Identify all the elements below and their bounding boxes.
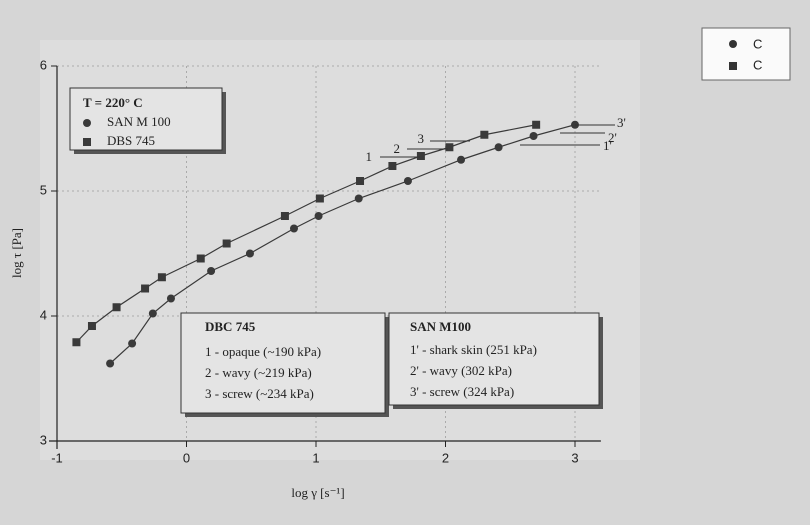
annotation-arrows xyxy=(380,124,615,158)
y-tick-label: 6 xyxy=(40,57,47,72)
marker xyxy=(222,239,231,248)
marker xyxy=(87,322,96,330)
marker xyxy=(314,212,323,220)
point-label: 1' xyxy=(603,138,612,153)
point-label: 1 xyxy=(366,149,373,164)
y-tick-label: 4 xyxy=(40,307,47,322)
marker xyxy=(245,249,254,258)
x-axis-label: log γ [s⁻¹] xyxy=(291,485,344,500)
y-tick-label: 5 xyxy=(40,182,47,197)
marker xyxy=(494,143,503,152)
point-label: 3' xyxy=(617,115,626,130)
marker xyxy=(72,338,81,347)
corner-marker xyxy=(729,62,737,70)
marker xyxy=(148,309,157,318)
marker xyxy=(207,267,216,275)
marker xyxy=(289,224,298,233)
marker xyxy=(532,120,541,129)
x-tick-label: 2 xyxy=(442,450,449,465)
box-line: 3' - screw (324 kPa) xyxy=(410,384,514,399)
marker xyxy=(403,177,412,185)
legend-marker xyxy=(83,138,91,146)
marker xyxy=(196,254,205,263)
corner-label: C xyxy=(753,57,762,72)
marker xyxy=(157,273,166,282)
marker xyxy=(388,162,397,170)
x-tick-label: 0 xyxy=(183,450,190,465)
point-label: 3 xyxy=(418,131,425,146)
box-title: SAN M100 xyxy=(410,319,471,334)
annotation-box xyxy=(180,312,386,414)
x-tick-label: -1 xyxy=(51,450,63,465)
marker xyxy=(112,303,121,312)
axes: 3 4 5 6 -1 0 1 2 3 xyxy=(40,57,601,465)
marker xyxy=(457,155,466,164)
corner-legend xyxy=(701,27,791,81)
marker xyxy=(480,130,489,139)
marker xyxy=(356,177,365,185)
point-label: 2 xyxy=(394,141,401,156)
legend-title: T = 220° C xyxy=(83,95,143,110)
box-title: DBC 745 xyxy=(205,319,256,334)
x-tick-label: 3 xyxy=(571,450,578,465)
marker xyxy=(128,339,137,348)
marker xyxy=(315,194,324,203)
marker xyxy=(141,284,150,293)
x-tick-label: 1 xyxy=(312,450,319,465)
corner-label: C xyxy=(753,36,762,51)
box-line: 2' - wavy (302 kPa) xyxy=(410,363,512,378)
marker xyxy=(166,294,175,303)
box-line: 1 - opaque (~190 kPa) xyxy=(205,344,321,359)
marker xyxy=(106,359,115,368)
marker xyxy=(529,132,538,140)
box-line: 1' - shark skin (251 kPa) xyxy=(410,342,537,357)
box-line: 3 - screw (~234 kPa) xyxy=(205,386,314,401)
corner-marker xyxy=(729,40,737,48)
legend-label: DBS 745 xyxy=(107,133,155,148)
marker xyxy=(416,152,425,160)
legend xyxy=(69,87,223,151)
marker xyxy=(445,143,454,152)
marker xyxy=(280,212,289,220)
y-tick-label: 3 xyxy=(40,432,47,447)
marks xyxy=(72,120,579,368)
marker xyxy=(354,194,363,203)
box-line: 2 - wavy (~219 kPa) xyxy=(205,365,312,380)
annotation-box xyxy=(388,312,600,406)
legend-marker xyxy=(83,119,91,127)
point-label: 2' xyxy=(608,130,617,145)
legend-entries: SAN M 100 DBS 745 xyxy=(83,114,171,148)
legend-label: SAN M 100 xyxy=(107,114,171,129)
y-axis-label: log τ [Pa] xyxy=(9,228,24,278)
